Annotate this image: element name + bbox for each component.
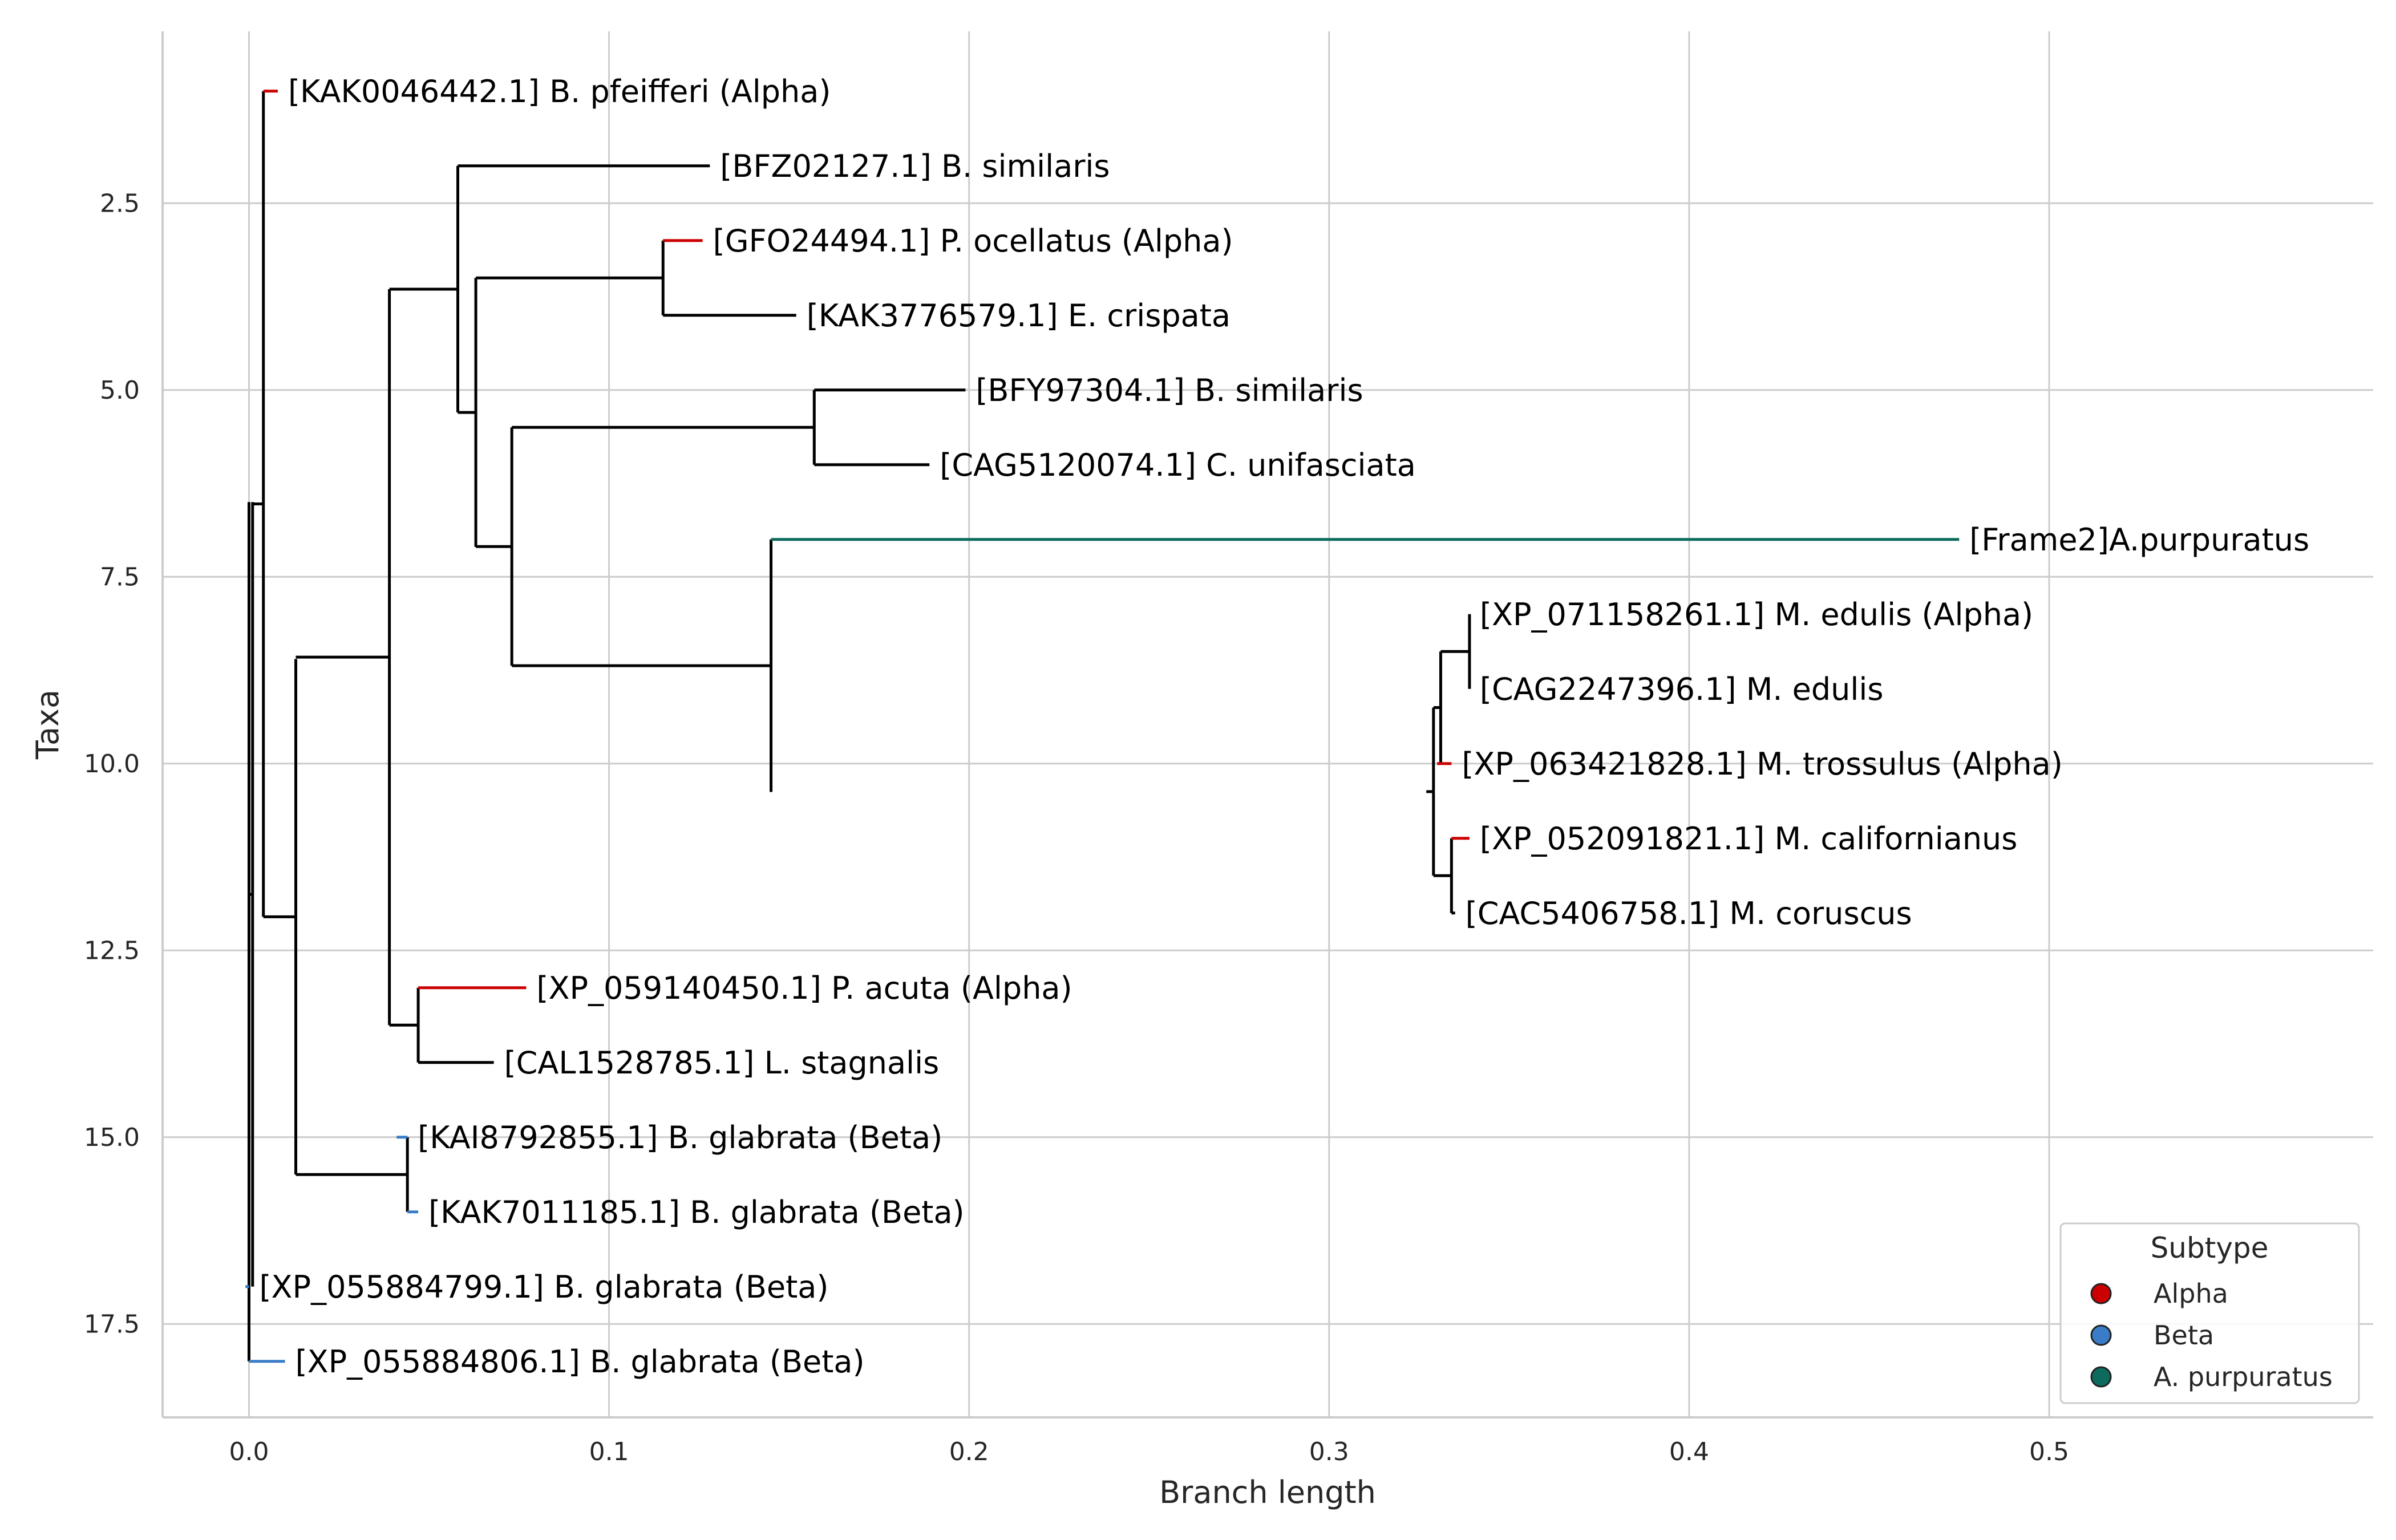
leaf-label: [KAK3776579.1] E. crispata [807,298,1231,334]
leaf-label: [CAG5120074.1] C. unifasciata [940,447,1416,483]
leaf-label: [CAG2247396.1] M. edulis [1480,671,1884,707]
legend-marker [2090,1366,2112,1388]
leaf-label: [XP_055884806.1] B. glabrata (Beta) [296,1344,865,1380]
leaf-label: [XP_063421828.1] M. trossulus (Alpha) [1462,746,2062,782]
leaf-label: [KAK7011185.1] B. glabrata (Beta) [428,1194,965,1230]
leaf-label: [XP_059140450.1] P. acuta (Alpha) [536,970,1072,1006]
y-tick-label: 17.5 [84,1310,140,1339]
leaf-label: [BFY97304.1] B. similaris [976,372,1363,408]
x-axis-label: Branch length [1159,1474,1376,1510]
y-tick-label: 2.5 [100,189,140,218]
leaf-labels: [KAK0046442.1] B. pfeifferi (Alpha) [BFZ0… [259,74,2309,1380]
tree-branches [245,90,1960,1363]
legend-entry-label: Beta [2154,1320,2214,1351]
y-axis-label: Taxa [30,690,66,760]
y-tick-label: 12.5 [84,936,140,965]
x-tick-label: 0.2 [949,1437,989,1466]
y-tick-label: 15.0 [84,1123,140,1152]
leaf-label: [BFZ02127.1] B. similaris [720,148,1110,184]
grid-lines [163,31,2373,1417]
legend-box [2059,1222,2360,1404]
legend-entry-label: Alpha [2154,1278,2228,1309]
x-tick-label: 0.4 [1669,1437,1709,1466]
legend-marker [2090,1324,2112,1346]
leaf-label: [Frame2]A.purpuratus [1969,522,2309,558]
leaf-label: [XP_052091821.1] M. californianus [1480,821,2018,857]
leaf-label: [GFO24494.1] P. ocellatus (Alpha) [713,223,1233,259]
leaf-label: [CAC5406758.1] M. coruscus [1466,895,1912,931]
legend-entry-label: A. purpuratus [2154,1361,2333,1392]
x-tick-label: 0.1 [589,1437,629,1466]
leaf-label: [XP_071158261.1] M. edulis (Alpha) [1480,597,2033,633]
leaf-label: [CAL1528785.1] L. stagnalis [504,1045,940,1081]
legend-title: Subtype [2151,1231,2269,1265]
leaf-label: [KAI8792855.1] B. glabrata (Beta) [418,1120,942,1156]
legend-marker [2090,1283,2112,1304]
x-tick-label: 0.5 [2029,1437,2069,1466]
y-tick-labels: 2.5 5.0 7.5 10.0 12.5 15.0 17.5 [84,189,140,1339]
y-tick-label: 10.0 [84,749,140,779]
y-tick-label: 5.0 [100,376,140,405]
axis-spines [161,31,2373,1419]
legend-entries: Alpha Beta A. purpuratus [2090,1278,2333,1392]
leaf-label: [XP_055884799.1] B. glabrata (Beta) [259,1269,828,1305]
x-tick-label: 0.0 [229,1437,269,1466]
x-tick-label: 0.3 [1309,1437,1349,1466]
x-tick-labels: 0.0 0.1 0.2 0.3 0.4 0.5 [229,1437,2069,1466]
legend: Subtype Alpha Beta A. purpuratus [2059,1222,2360,1404]
y-tick-label: 7.5 [100,562,140,591]
leaf-label: [KAK0046442.1] B. pfeifferi (Alpha) [288,74,831,110]
